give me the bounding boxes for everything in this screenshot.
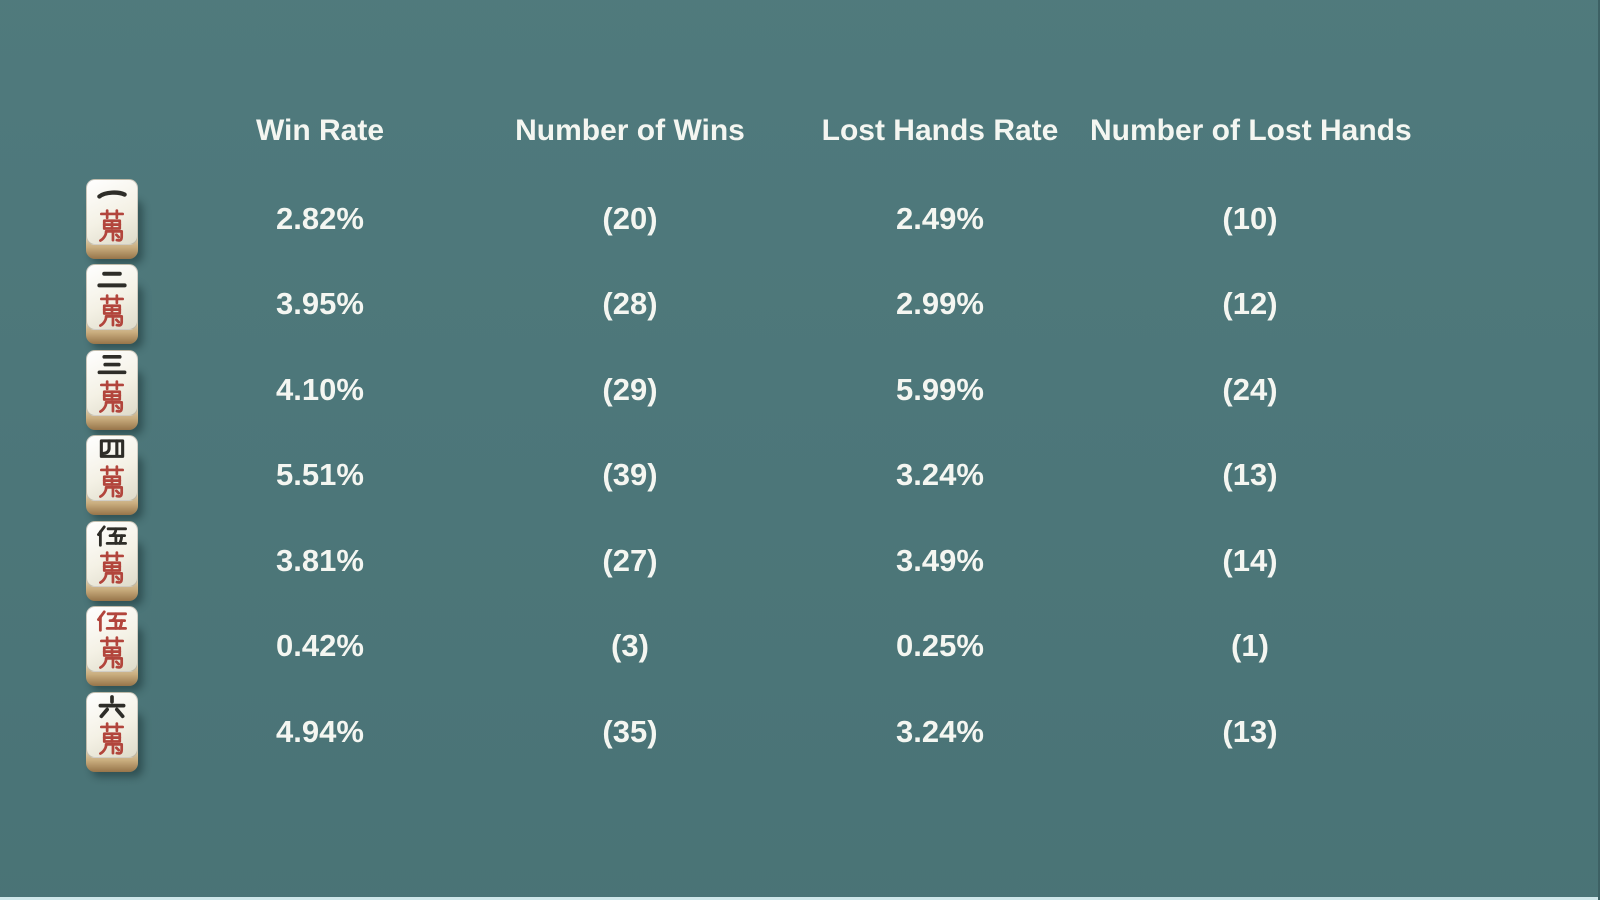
tile-statistics-table: Win Rate Number of Wins Lost Hands Rate … [60,100,1412,775]
number-of-lost-hands-value: (1) [1231,628,1269,664]
lost-hands-rate-value: 5.99% [896,371,984,407]
win-rate-value: 3.95% [276,286,364,322]
table-row: 3.95% (28) 2.99% (12) [60,262,1410,348]
win-rate-value: 5.51% [276,457,364,493]
header-number-of-wins: Number of Wins [515,114,745,147]
win-rate-value: 4.10% [276,371,364,407]
number-of-lost-hands-value: (13) [1222,457,1278,493]
mahjong-tile-2-man [84,264,140,345]
header-lost-hands-rate: Lost Hands Rate [821,114,1059,147]
win-rate-value: 0.42% [276,628,364,664]
tile-face-3-man-icon [86,349,138,416]
number-of-wins-value: (28) [602,286,658,322]
tile-cell [60,518,170,604]
tile-cell [60,689,170,775]
table-row: 0.42% (3) 0.25% (1) [60,604,1410,690]
lost-hands-rate-value: 2.99% [896,286,984,322]
tile-cell [60,604,170,690]
number-of-wins-value: (3) [611,628,649,664]
tile-face-4-man-icon [86,435,138,502]
table-row: 3.81% (27) 3.49% (14) [60,518,1410,604]
number-of-wins-value: (35) [602,713,658,749]
tile-cell [60,176,170,262]
table-row: 4.10% (29) 5.99% (24) [60,347,1410,433]
tile-cell [60,347,170,433]
lost-hands-rate-value: 2.49% [896,200,984,236]
number-of-lost-hands-value: (14) [1222,542,1278,578]
lost-hands-rate-value: 3.49% [896,542,984,578]
lost-hands-rate-value: 0.25% [896,628,984,664]
header-number-of-lost-hands: Number of Lost Hands [1090,114,1412,147]
number-of-lost-hands-value: (24) [1222,371,1278,407]
table-row: 2.82% (20) 2.49% (10) [60,176,1410,262]
tile-face-6-man-icon [86,691,138,758]
win-rate-value: 3.81% [276,542,364,578]
tile-face-1-man-icon [86,178,138,245]
win-rate-value: 4.94% [276,713,364,749]
tile-face-red-5-man-icon [86,606,138,673]
number-of-wins-value: (20) [602,200,658,236]
mahjong-tile-1-man [84,178,140,259]
tile-cell [60,262,170,348]
screenshot-bottom-edge [0,897,1600,900]
tile-cell [60,433,170,519]
mahjong-tile-5-man [84,520,140,601]
number-of-wins-value: (29) [602,371,658,407]
tile-face-2-man-icon [86,264,138,331]
table-header-row: Win Rate Number of Wins Lost Hands Rate … [60,100,1412,162]
screenshot-right-edge [1598,0,1600,900]
mahjong-tile-6-man [84,691,140,772]
number-of-lost-hands-value: (13) [1222,713,1278,749]
table-body: 2.82% (20) 2.49% (10) 3.95% (28) 2.99% (… [60,176,1410,775]
table-row: 4.94% (35) 3.24% (13) [60,689,1410,775]
header-win-rate: Win Rate [255,114,385,147]
mahjong-tile-red-5-man [84,606,140,687]
table-row: 5.51% (39) 3.24% (13) [60,433,1410,519]
number-of-wins-value: (39) [602,457,658,493]
number-of-wins-value: (27) [602,542,658,578]
number-of-lost-hands-value: (12) [1222,286,1278,322]
win-rate-value: 2.82% [276,200,364,236]
lost-hands-rate-value: 3.24% [896,457,984,493]
mahjong-tile-3-man [84,349,140,430]
number-of-lost-hands-value: (10) [1222,200,1278,236]
mahjong-tile-4-man [84,435,140,516]
tile-face-5-man-icon [86,520,138,587]
lost-hands-rate-value: 3.24% [896,713,984,749]
